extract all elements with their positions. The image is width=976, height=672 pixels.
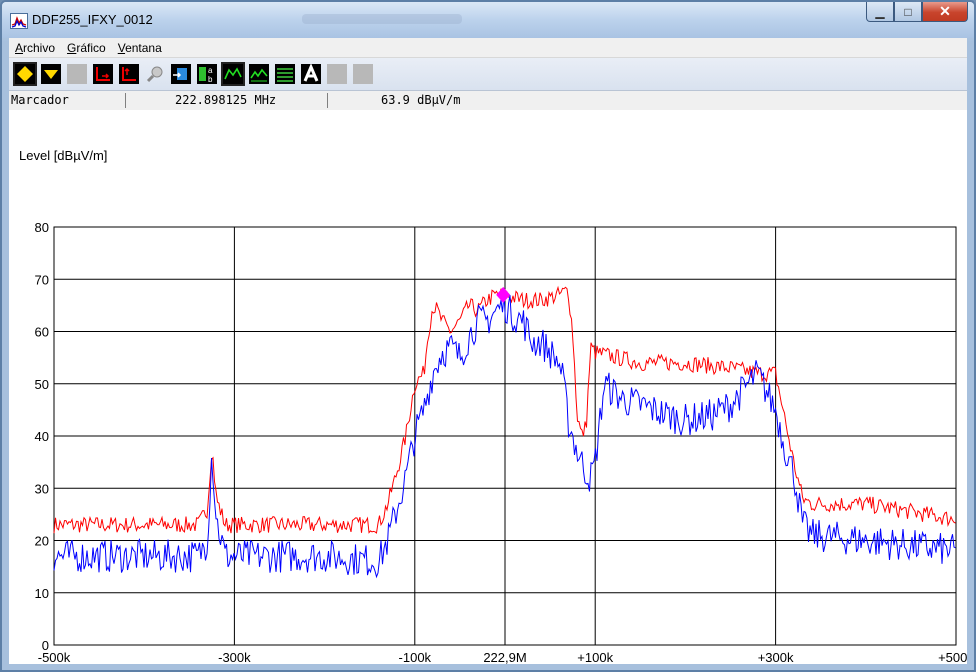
x-tick-label: -300k: [218, 650, 251, 664]
trace-blue: [53, 294, 956, 579]
y-tick-label: 40: [35, 429, 49, 444]
close-button[interactable]: ✕: [922, 2, 968, 22]
x-tick-label: 222,9M: [483, 650, 526, 664]
y-tick-label: 50: [35, 377, 49, 392]
axis-zoom-x-icon[interactable]: [91, 62, 115, 86]
diamond-marker-icon[interactable]: [13, 62, 37, 86]
window-title: DDF255_IFXY_0012: [32, 12, 153, 27]
marker-label: Marcador: [11, 93, 69, 107]
client-area: Archivo Gráfico Ventana: [9, 38, 974, 670]
marker-frequency: 222.898125 MHz: [175, 93, 277, 107]
spectrum-plot[interactable]: Level [dBµV/m] 0 10 20 30 40 50 60 70 80 -500k -300…: [9, 110, 974, 670]
status-separator: [327, 93, 328, 108]
y-tick-label: 30: [35, 481, 49, 496]
svg-text:a: a: [208, 66, 213, 75]
menu-ventana[interactable]: Ventana: [117, 40, 162, 55]
caption-buttons: ▁ □ ✕: [866, 2, 968, 24]
title-bar[interactable]: DDF255_IFXY_0012 ▁ □ ✕: [2, 2, 974, 38]
y-tick-label: 60: [35, 325, 49, 340]
x-tick-label: +500k: [938, 650, 967, 664]
blank-icon: [65, 62, 89, 86]
maximize-button[interactable]: □: [894, 2, 922, 22]
app-icon: [10, 13, 28, 29]
x-tick-label: -100k: [399, 650, 432, 664]
y-axis-label: Level [dBµV/m]: [19, 148, 107, 163]
x-tick-label: +300k: [758, 650, 794, 664]
text-A-icon[interactable]: [299, 62, 323, 86]
menu-grafico[interactable]: Gráfico: [67, 40, 106, 55]
title-background-blur: [302, 14, 462, 24]
svg-text:b: b: [208, 75, 213, 84]
marker-diamond: [496, 286, 511, 303]
y-tick-label: 80: [35, 220, 49, 235]
y-tick-label: 10: [35, 586, 49, 601]
magnifier-icon[interactable]: [143, 62, 167, 86]
axis-zoom-y-icon[interactable]: [117, 62, 141, 86]
trace-average-icon[interactable]: [247, 62, 271, 86]
arrow-down-marker-icon[interactable]: [39, 62, 63, 86]
marker-level: 63.9 dBµV/m: [381, 93, 461, 107]
blank-icon: [351, 62, 375, 86]
x-tick-label: +100k: [577, 650, 613, 664]
minimize-button[interactable]: ▁: [866, 2, 894, 22]
y-tick-label: 0: [42, 638, 49, 653]
x-tick-label: -500k: [38, 650, 71, 664]
y-tick-label: 70: [35, 272, 49, 287]
blank-icon: [325, 62, 349, 86]
spectrum-chart[interactable]: Level [dBµV/m] 0 10 20 30 40 50 60 70 80 -500k -300…: [9, 110, 974, 670]
waterfall-icon[interactable]: [273, 62, 297, 86]
status-separator: [125, 93, 126, 108]
marker-status-bar: Marcador 222.898125 MHz 63.9 dBµV/m: [9, 91, 967, 111]
export-icon[interactable]: [169, 62, 193, 86]
y-tick-label: 20: [35, 534, 49, 549]
menu-archivo[interactable]: Archivo: [15, 40, 56, 55]
menu-bar: Archivo Gráfico Ventana: [9, 38, 967, 58]
trace-line-icon[interactable]: [221, 62, 245, 86]
